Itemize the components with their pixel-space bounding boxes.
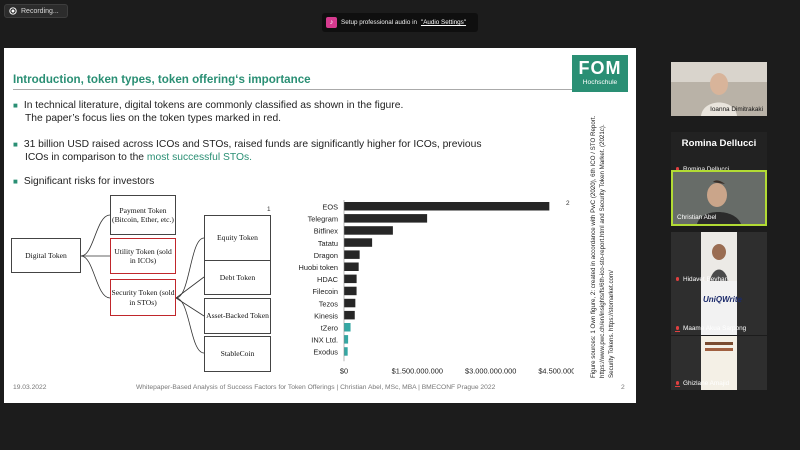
fom-logo: FOM Hochschule <box>572 55 628 92</box>
participant-video <box>671 232 767 286</box>
bullet-2-line-2: ICOs in comparison to the most successfu… <box>25 152 253 163</box>
figure-ref-1: 1 <box>267 206 271 213</box>
participant-display-name: Romina Dellucci <box>681 138 757 149</box>
bar-category-label: INX Ltd. <box>311 336 338 345</box>
ico-sto-bar-chart: EOS Telegram Bitfinex Tatatu Dragon Huobi tok… <box>299 200 574 375</box>
diagram-connectors <box>80 214 205 354</box>
bar-category-label: Exodus <box>313 348 338 357</box>
slide-date: 19.03.2022 <box>13 384 47 391</box>
participant-tile[interactable]: UniQWrite Maame Akua Sarpong <box>671 281 767 335</box>
shared-slide: Introduction, token types, token offerin… <box>4 48 636 403</box>
bullet-2-line-1: 31 billion USD raised across ICOs and ST… <box>23 139 482 150</box>
recording-indicator[interactable]: Recording... <box>4 4 68 18</box>
participant-tile[interactable]: Hidayet Beyhan <box>671 232 767 286</box>
bar-category-label: Huobi token <box>299 263 338 272</box>
logo-main-text: FOM <box>578 58 622 78</box>
slide-title: Introduction, token types, token offerin… <box>13 73 311 86</box>
bar <box>344 286 357 296</box>
bar <box>344 226 393 235</box>
payment-token-box: Payment Token (Bitcoin, Ether, etc.) <box>110 195 176 235</box>
bar-category-label: Kinesis <box>314 311 338 320</box>
bar-category-label: HDAC <box>317 275 339 284</box>
bar <box>344 335 349 344</box>
bar <box>344 202 550 211</box>
stablecoin-box: StableCoin <box>204 336 271 372</box>
figure-ref-2: 2 <box>566 200 570 207</box>
x-tick-label: $1.500.000.000 <box>392 366 443 375</box>
participant-video <box>671 281 767 335</box>
title-divider <box>13 89 624 90</box>
participant-name: Ghizlane Amajid <box>675 380 729 387</box>
bar-category-label: tZero <box>321 324 338 333</box>
bar <box>344 274 357 284</box>
security-token-box: Security Token (sold in STOs) <box>110 279 176 316</box>
participant-name: Christian Abel <box>677 214 717 221</box>
bar <box>344 298 356 308</box>
bullet-marker-icon: ■ <box>13 101 18 110</box>
participant-tile[interactable]: Ioanna Dimitrakaki <box>671 62 767 116</box>
bullet-1-line-1: In technical literature, digital tokens … <box>23 100 404 111</box>
bar-category-label: EOS <box>322 203 338 212</box>
bar <box>344 310 355 320</box>
bar <box>344 323 351 332</box>
participant-tile[interactable]: Ghizlane Amajid <box>671 336 767 390</box>
active-speaker-tile[interactable]: Christian Abel <box>671 170 767 226</box>
bullet-3: ■ Significant risks for investors <box>13 175 154 188</box>
x-tick-label: $4.500.000.000 <box>538 366 574 375</box>
bullet-2: ■ 31 billion USD raised across ICOs and S… <box>13 138 482 164</box>
participant-video <box>671 62 767 116</box>
bar-category-label: Bitfinex <box>314 227 339 236</box>
logo-sub-text: Hochschule <box>582 79 618 86</box>
figure-sources-note: Figure sources: 1 Own figure, 2: created… <box>590 115 615 378</box>
bullet-marker-icon: ■ <box>13 177 18 186</box>
bar <box>344 347 348 356</box>
utility-token-box: Utility Token (sold in ICOs) <box>110 238 176 274</box>
asset-backed-token-box: Asset-Backed Token <box>204 298 271 334</box>
debt-token-box: Debt Token <box>204 260 271 295</box>
bar <box>344 238 373 247</box>
bullet-3-line-1: Significant risks for investors <box>23 176 155 187</box>
bar <box>344 214 428 223</box>
audio-settings-link[interactable]: "Audio Settings" <box>420 19 467 26</box>
bar <box>344 262 359 271</box>
recording-icon <box>9 7 17 15</box>
participant-tile[interactable]: Romina Dellucci Romina Dellucci <box>671 132 767 176</box>
bar-category-label: Tatatu <box>318 239 338 248</box>
recording-label: Recording... <box>21 7 59 15</box>
digital-token-box: Digital Token <box>11 238 81 273</box>
bar-category-label: Filecoin <box>313 287 338 296</box>
bullet-1-line-2: The paper’s focus lies on the token type… <box>25 113 282 124</box>
bullet-1: ■ In technical literature, digital tokens… <box>13 99 403 125</box>
mic-muted-icon <box>675 380 680 387</box>
participant-name: Ioanna Dimitrakaki <box>710 106 763 113</box>
participant-video <box>671 336 767 390</box>
audio-banner-text: Setup professional audio in <box>341 19 417 26</box>
x-tick-label: $3.000.000.000 <box>465 366 516 375</box>
bar-category-label: Telegram <box>308 215 338 224</box>
slide-page-number: 2 <box>621 384 625 391</box>
mic-muted-icon <box>675 325 680 332</box>
slide-footer-text: Whitepaper-Based Analysis of Success Fac… <box>136 384 496 391</box>
participant-name: Maame Akua Sarpong <box>675 325 746 332</box>
bullet-marker-icon: ■ <box>13 140 18 149</box>
participant-video <box>673 172 765 224</box>
equity-token-box: Equity Token <box>204 215 271 261</box>
most-successful-stos-highlight: most successful STOs. <box>146 152 253 163</box>
x-tick-label: $0 <box>340 366 348 375</box>
bar <box>344 250 360 259</box>
bar-category-label: Tezos <box>319 299 339 308</box>
participant-logo-text: UniQWrite <box>703 295 742 304</box>
audio-settings-icon: ♪ <box>326 17 337 28</box>
audio-setup-banner: ♪ Setup professional audio in "Audio Set… <box>322 13 478 32</box>
bar-category-label: Dragon <box>314 251 338 260</box>
